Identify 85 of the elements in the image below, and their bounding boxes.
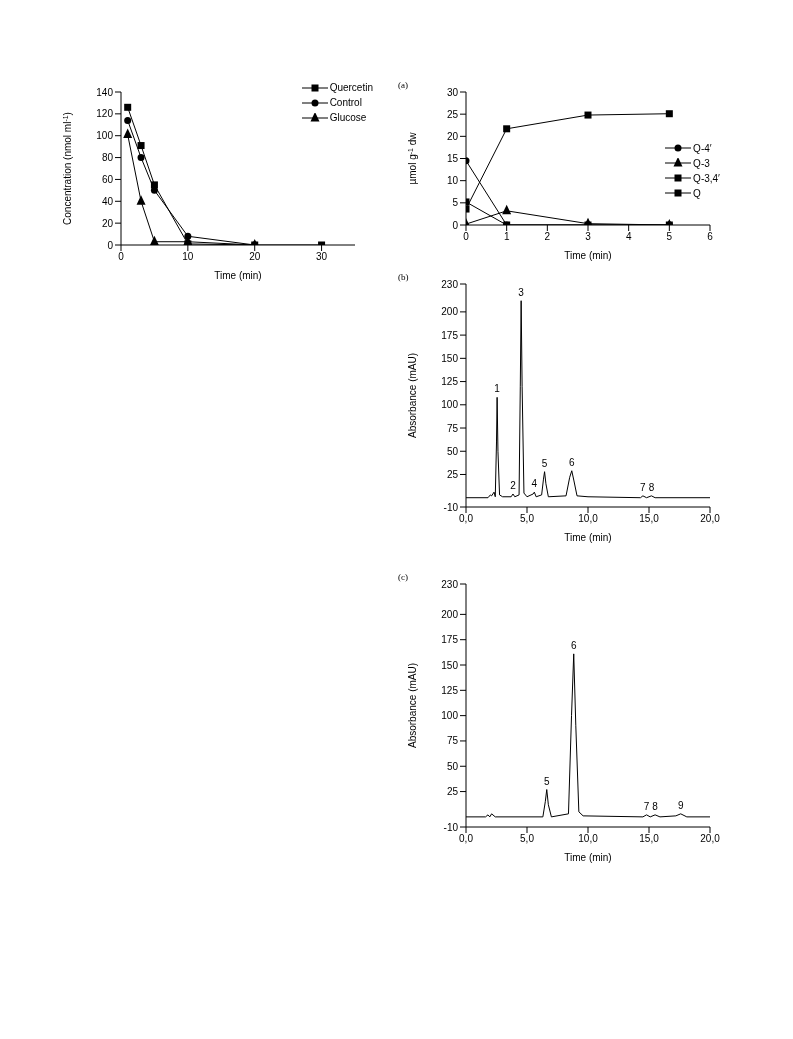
x-tick-label: 3	[585, 231, 592, 243]
y-tick-label: 20	[101, 217, 114, 229]
x-tick-label: 15,0	[639, 833, 660, 845]
annotation: 8	[652, 800, 659, 812]
y-tick-label: -10	[443, 501, 459, 513]
y-tick-label: 175	[441, 329, 459, 341]
x-axis-title: Time (min)	[564, 532, 612, 543]
y-tick-label: 175	[441, 634, 459, 646]
y-tick-label: -10	[443, 821, 459, 833]
x-tick-label: 2	[544, 231, 551, 243]
y-tick-label: 0	[107, 239, 114, 251]
x-tick-label: 20,0	[700, 833, 721, 845]
y-tick-label: 230	[441, 278, 459, 290]
y-tick-label: 75	[446, 735, 459, 747]
chart-title: (c)	[398, 572, 408, 582]
y-tick-label: 15	[446, 153, 459, 165]
annotation: 7	[640, 481, 647, 493]
y-tick-label: 100	[441, 710, 459, 722]
y-tick-label: 10	[446, 175, 459, 187]
x-tick-label: 20,0	[700, 513, 721, 525]
y-tick-label: 150	[441, 352, 459, 364]
annotation: 7	[643, 800, 650, 812]
x-tick-label: 0,0	[459, 833, 474, 845]
x-tick-label: 4	[625, 231, 632, 243]
legend-label: Q-3	[693, 157, 710, 169]
y-tick-label: 200	[441, 608, 459, 620]
x-tick-label: 15,0	[639, 513, 660, 525]
y-tick-label: 140	[96, 86, 114, 98]
x-tick-label: 0	[463, 231, 470, 243]
chart-title: (a)	[398, 80, 408, 90]
y-tick-label: 50	[446, 445, 459, 457]
x-tick-label: 0	[118, 251, 125, 263]
annotation: 9	[677, 799, 684, 811]
legend-label: Q-4′	[693, 142, 712, 154]
x-axis-title: Time (min)	[214, 270, 262, 281]
y-tick-label: 100	[96, 130, 114, 142]
y-tick-label: 230	[441, 578, 459, 590]
annotation: 3	[518, 286, 525, 298]
x-tick-label: 0,0	[459, 513, 474, 525]
legend-label: Quercetin	[329, 82, 373, 93]
legend-label: Q-3,4′	[693, 172, 720, 184]
legend-label: Control	[329, 97, 362, 108]
y-tick-label: 30	[446, 86, 459, 98]
y-tick-label: 60	[101, 173, 114, 185]
x-tick-label: 20	[249, 251, 261, 263]
x-tick-label: 10,0	[578, 833, 599, 845]
x-tick-label: 5,0	[520, 513, 535, 525]
y-tick-label: 25	[446, 469, 459, 481]
annotation: 1	[494, 383, 501, 395]
x-tick-label: 6	[707, 231, 714, 243]
annotation: 2	[510, 479, 517, 491]
x-tick-label: 5,0	[520, 833, 535, 845]
x-tick-label: 10,0	[578, 513, 599, 525]
y-axis-title: Absorbance (mAU)	[407, 352, 418, 439]
y-tick-label: 125	[441, 684, 459, 696]
annotation: 5	[541, 457, 548, 469]
chart-title: (b)	[398, 272, 409, 282]
annotation: 4	[531, 478, 538, 490]
y-tick-label: 20	[446, 130, 459, 142]
y-tick-label: 100	[441, 399, 459, 411]
x-tick-label: 5	[666, 231, 673, 243]
annotation: 6	[568, 456, 575, 468]
x-tick-label: 1	[503, 231, 510, 243]
y-tick-label: 75	[446, 422, 459, 434]
legend-label: Q	[693, 187, 701, 199]
y-tick-label: 50	[446, 760, 459, 772]
y-tick-label: 80	[101, 152, 114, 164]
y-tick-label: 25	[446, 786, 459, 798]
x-axis-title: Time (min)	[564, 852, 612, 863]
y-tick-label: 5	[452, 197, 459, 209]
y-tick-label: 150	[441, 659, 459, 671]
y-axis-title: Absorbance (mAU)	[407, 662, 418, 749]
x-tick-label: 30	[316, 251, 328, 263]
annotation: 6	[570, 639, 577, 651]
y-tick-label: 25	[446, 108, 459, 120]
x-axis-title: Time (min)	[564, 250, 612, 261]
annotation: 8	[648, 481, 655, 493]
y-tick-label: 120	[96, 108, 114, 120]
y-tick-label: 200	[441, 306, 459, 318]
x-tick-label: 10	[182, 251, 194, 263]
legend-label: Glucose	[329, 112, 367, 123]
y-tick-label: 0	[452, 219, 459, 231]
y-tick-label: 125	[441, 376, 459, 388]
y-tick-label: 40	[101, 195, 114, 207]
annotation: 5	[543, 775, 550, 787]
